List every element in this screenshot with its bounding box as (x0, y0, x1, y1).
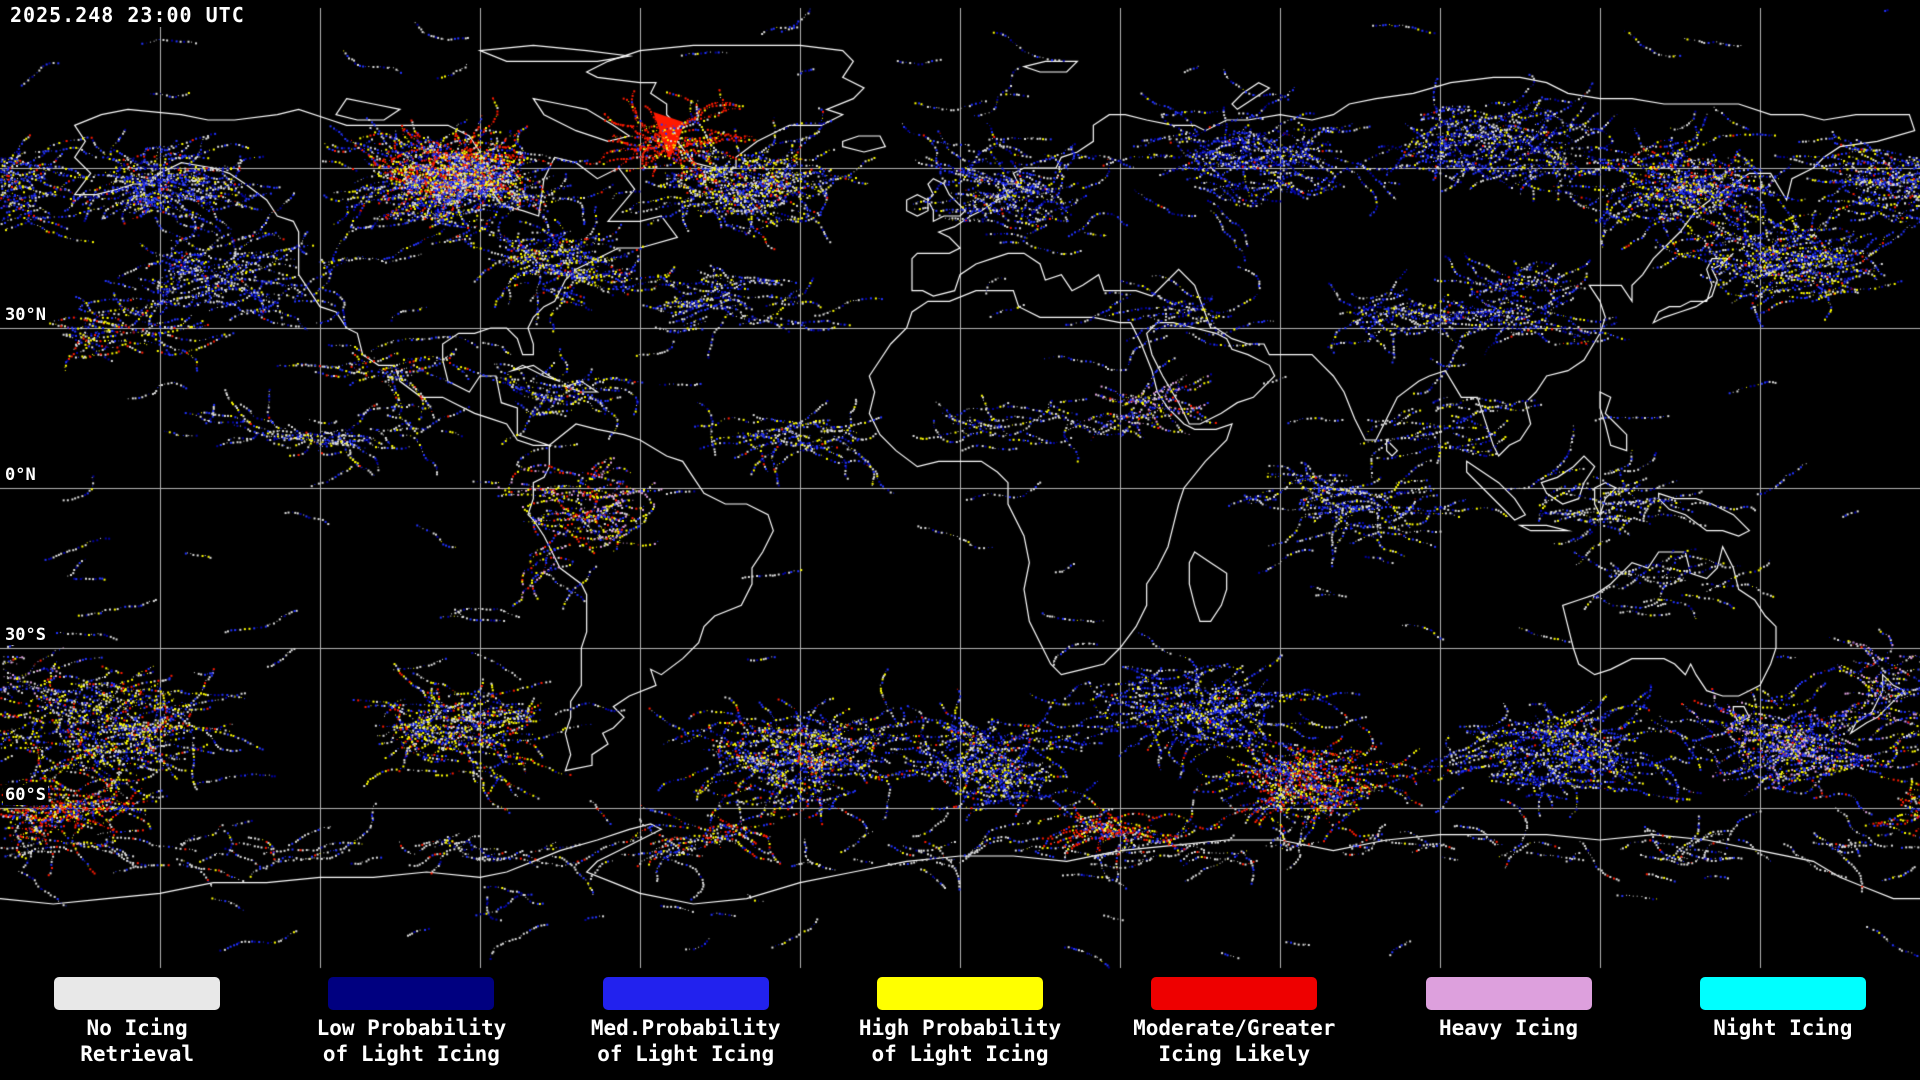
legend-label-heavy-icing: Heavy Icing (1439, 1016, 1579, 1040)
legend-label-moderate-greater: Moderate/Greater Icing Likely (1133, 1016, 1336, 1066)
timestamp: 2025.248 23:00 UTC (7, 3, 248, 27)
legend-item-night-icing: Night Icing (1646, 970, 1920, 1080)
legend-label-night-icing: Night Icing (1713, 1016, 1853, 1040)
legend-label-no-icing: No Icing Retrieval (80, 1016, 195, 1066)
lat-label-30n: 30°N (3, 305, 48, 325)
legend-swatch-high-probability (876, 977, 1043, 1010)
legend-label-low-probability: Low Probability of Light Icing (316, 1016, 507, 1066)
legend: No Icing Retrieval Low Probability of Li… (0, 970, 1920, 1080)
legend-swatch-med-probability (602, 977, 769, 1010)
legend-item-no-icing: No Icing Retrieval (0, 970, 274, 1080)
legend-item-moderate-greater: Moderate/Greater Icing Likely (1097, 970, 1371, 1080)
legend-swatch-no-icing (54, 977, 221, 1010)
legend-swatch-moderate-greater (1151, 977, 1318, 1010)
lat-label-60s: 60°S (3, 785, 48, 805)
lat-label-30s: 30°S (3, 625, 48, 645)
legend-swatch-low-probability (328, 977, 495, 1010)
lat-label-0n: 0°N (3, 465, 38, 485)
legend-swatch-night-icing (1699, 977, 1866, 1010)
legend-item-heavy-icing: Heavy Icing (1371, 970, 1645, 1080)
legend-swatch-heavy-icing (1425, 977, 1592, 1010)
legend-label-high-probability: High Probability of Light Icing (858, 1016, 1062, 1066)
world-map-canvas (0, 0, 1920, 970)
legend-label-med-probability: Med.Probability of Light Icing (590, 1016, 781, 1066)
legend-item-low-probability: Low Probability of Light Icing (274, 970, 548, 1080)
legend-item-high-probability: High Probability of Light Icing (823, 970, 1097, 1080)
legend-item-med-probability: Med.Probability of Light Icing (549, 970, 823, 1080)
